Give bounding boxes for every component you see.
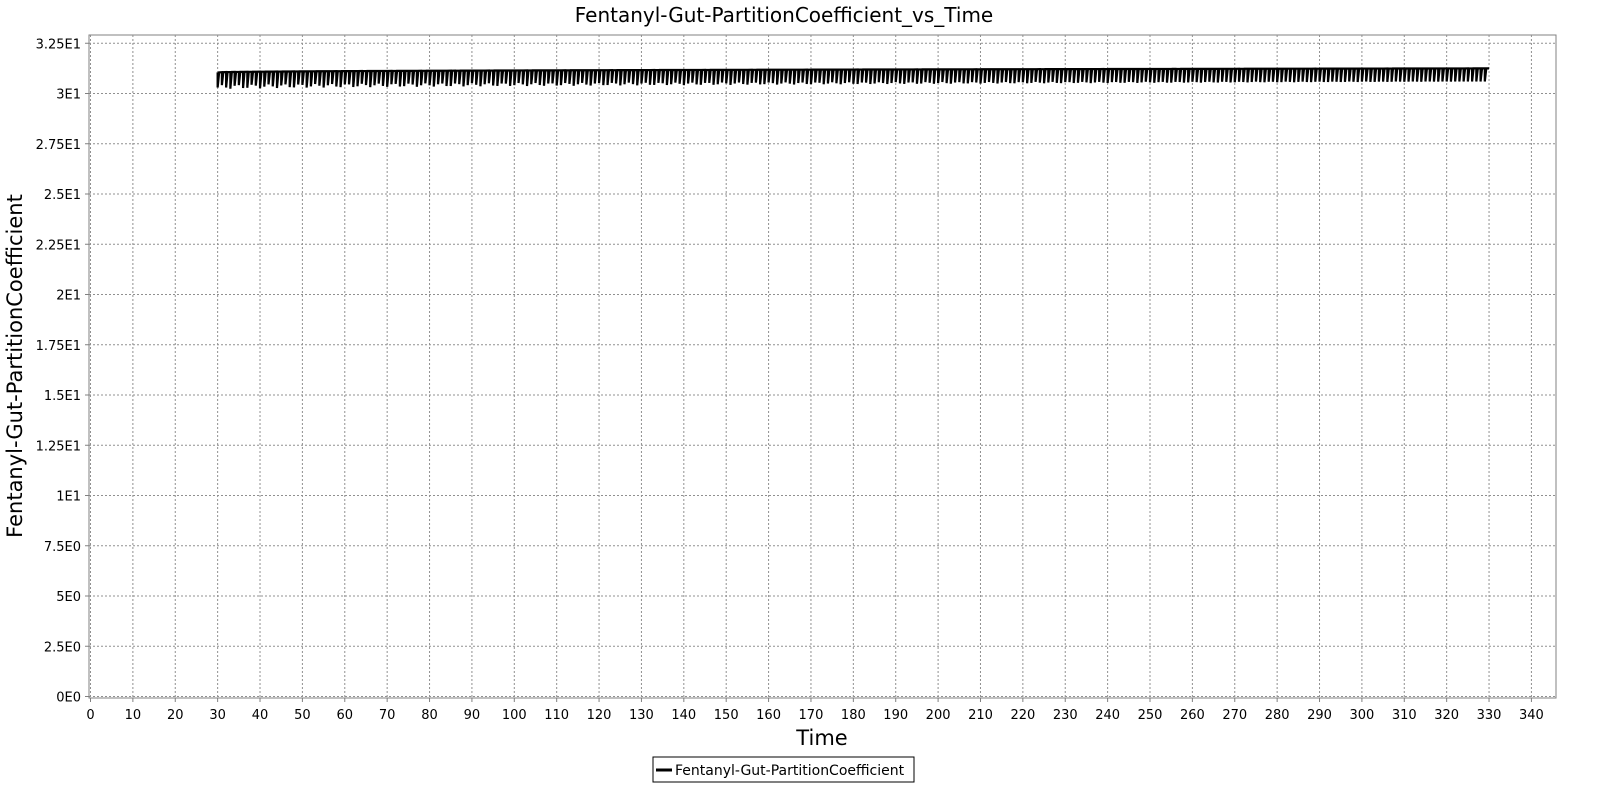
x-tick-label: 200 [926, 708, 951, 723]
x-tick-label: 330 [1477, 708, 1502, 723]
y-tick-label: 2.5E0 [44, 640, 81, 655]
x-tick-label: 230 [1053, 708, 1078, 723]
x-tick-label: 160 [756, 708, 781, 723]
x-tick-label: 250 [1138, 708, 1163, 723]
x-tick-label: 10 [125, 708, 142, 723]
x-tick-label: 150 [714, 708, 739, 723]
y-tick-label: 2.75E1 [36, 138, 81, 153]
y-axis-ticks: 0E0 2.5E0 5E0 7.5E0 1E1 1.25E1 1.5E1 1.75E1 2E1 2… [36, 37, 89, 706]
y-tick-label: 7.5E0 [44, 540, 81, 555]
y-tick-label: 1.25E1 [36, 439, 81, 454]
y-tick-label: 2.25E1 [36, 238, 81, 253]
y-axis-label: Fentanyl-Gut-PartitionCoefficient [3, 194, 27, 538]
x-tick-label: 130 [629, 708, 654, 723]
y-tick-label: 3.25E1 [36, 37, 81, 52]
x-tick-label: 100 [502, 708, 527, 723]
x-tick-label: 60 [337, 708, 354, 723]
x-tick-label: 190 [883, 708, 908, 723]
y-tick-label: 2.5E1 [44, 188, 81, 203]
legend-box [652, 756, 915, 783]
x-axis-ticks: 0 10 20 30 40 50 60 70 80 90 100 110 120 130 140 150 160… [86, 698, 1544, 723]
y-tick-label: 1.75E1 [36, 339, 81, 354]
x-tick-label: 90 [464, 708, 481, 723]
x-tick-label: 300 [1349, 708, 1374, 723]
x-tick-label: 110 [544, 708, 569, 723]
x-tick-label: 40 [252, 708, 269, 723]
x-tick-label: 240 [1095, 708, 1120, 723]
plot-area [88, 34, 1557, 699]
y-tick-label: 0E0 [56, 691, 81, 706]
x-tick-label: 50 [294, 708, 311, 723]
x-tick-label: 0 [86, 708, 94, 723]
x-tick-label: 20 [167, 708, 184, 723]
x-tick-label: 320 [1434, 708, 1459, 723]
x-tick-label: 170 [799, 708, 824, 723]
legend: Fentanyl-Gut-PartitionCoefficient [652, 756, 915, 783]
x-tick-label: 290 [1307, 708, 1332, 723]
x-tick-label: 120 [587, 708, 612, 723]
x-tick-label: 280 [1265, 708, 1290, 723]
y-tick-label: 5E0 [56, 590, 81, 605]
x-tick-label: 70 [379, 708, 396, 723]
x-tick-label: 210 [968, 708, 993, 723]
x-tick-label: 260 [1180, 708, 1205, 723]
x-tick-label: 80 [421, 708, 438, 723]
x-tick-label: 140 [671, 708, 696, 723]
x-axis-label: Time [795, 726, 847, 750]
y-tick-label: 1E1 [56, 490, 81, 505]
x-tick-label: 180 [841, 708, 866, 723]
chart-title: Fentanyl-Gut-PartitionCoefficient_vs_Tim… [575, 3, 994, 27]
y-tick-label: 1.5E1 [44, 389, 81, 404]
y-tick-label: 2E1 [56, 289, 81, 304]
x-tick-label: 310 [1392, 708, 1417, 723]
grid-lines [89, 35, 1556, 698]
x-tick-label: 270 [1222, 708, 1247, 723]
series-layer [216, 67, 1490, 89]
series-line [216, 67, 1490, 89]
y-tick-label: 3E1 [56, 88, 81, 103]
legend-entry-label: Fentanyl-Gut-PartitionCoefficient [675, 763, 905, 779]
x-tick-label: 340 [1519, 708, 1544, 723]
x-tick-label: 30 [209, 708, 226, 723]
x-tick-label: 220 [1010, 708, 1035, 723]
